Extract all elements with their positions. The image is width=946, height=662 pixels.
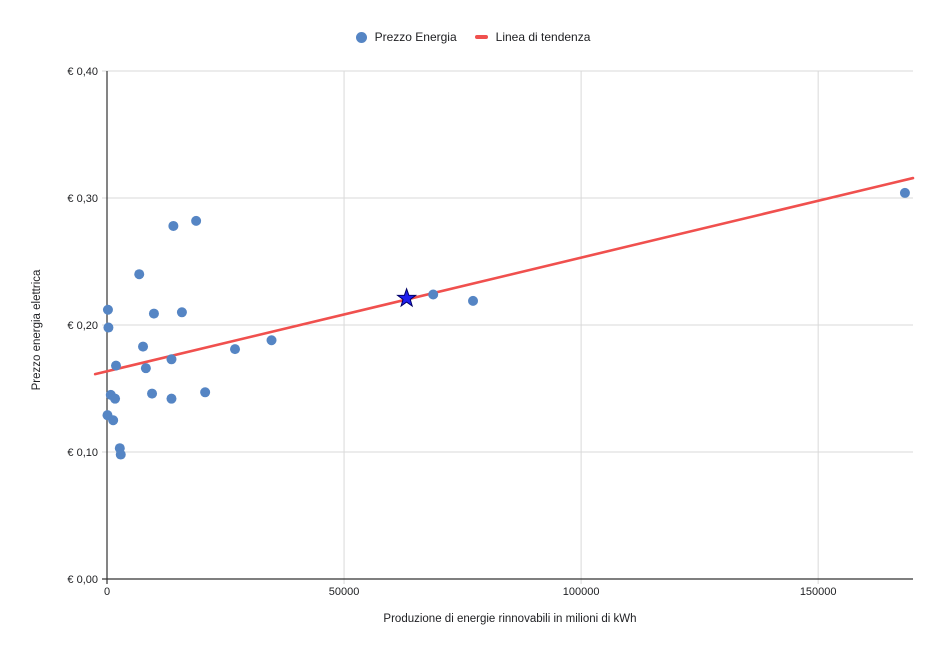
data-point[interactable] [191, 215, 202, 226]
x-axis-title: Produzione di energie rinnovabili in mil… [383, 613, 637, 625]
data-point[interactable] [176, 307, 187, 318]
data-point[interactable] [468, 295, 479, 306]
data-point[interactable] [103, 322, 114, 333]
data-point[interactable] [140, 363, 151, 374]
x-tick-label: 0 [104, 586, 110, 598]
data-point[interactable] [166, 393, 177, 404]
data-point[interactable] [134, 269, 145, 280]
legend-label-linea-di-tendenza: Linea di tendenza [495, 30, 591, 44]
data-point[interactable] [230, 344, 241, 355]
y-tick-label: € 0,10 [67, 447, 98, 459]
data-point[interactable] [166, 354, 177, 365]
x-tick-label: 50000 [329, 586, 360, 598]
legend-item-prezzo-energia[interactable]: Prezzo Energia [355, 30, 457, 44]
y-tick-label: € 0,00 [67, 574, 98, 586]
star-marker[interactable] [396, 287, 418, 308]
y-tick-label: € 0,20 [67, 320, 98, 332]
chart-legend: Prezzo Energia Linea di tendenza [0, 30, 946, 44]
legend-line-marker-icon [474, 35, 488, 39]
data-point[interactable] [200, 387, 211, 398]
trend-line[interactable] [93, 176, 915, 376]
legend-circle-marker-icon [355, 31, 367, 43]
data-point[interactable] [108, 415, 119, 426]
x-tick-label: 100000 [563, 586, 600, 598]
legend-item-linea-di-tendenza[interactable]: Linea di tendenza [474, 30, 591, 44]
data-point[interactable] [102, 304, 113, 315]
data-point[interactable] [147, 388, 158, 399]
x-tick-label: 150000 [800, 586, 837, 598]
data-point[interactable] [899, 187, 910, 198]
data-point[interactable] [115, 449, 126, 460]
data-point[interactable] [266, 335, 277, 346]
data-point[interactable] [148, 308, 159, 319]
data-point[interactable] [110, 393, 121, 404]
data-point[interactable] [168, 220, 179, 231]
y-tick-label: € 0,30 [67, 193, 98, 205]
data-point[interactable] [428, 289, 439, 300]
legend-label-prezzo-energia: Prezzo Energia [374, 30, 457, 44]
data-point[interactable] [111, 360, 122, 371]
y-axis-title: Prezzo energia elettrica [31, 269, 43, 391]
data-point[interactable] [138, 341, 149, 352]
y-tick-label: € 0,40 [67, 66, 98, 78]
